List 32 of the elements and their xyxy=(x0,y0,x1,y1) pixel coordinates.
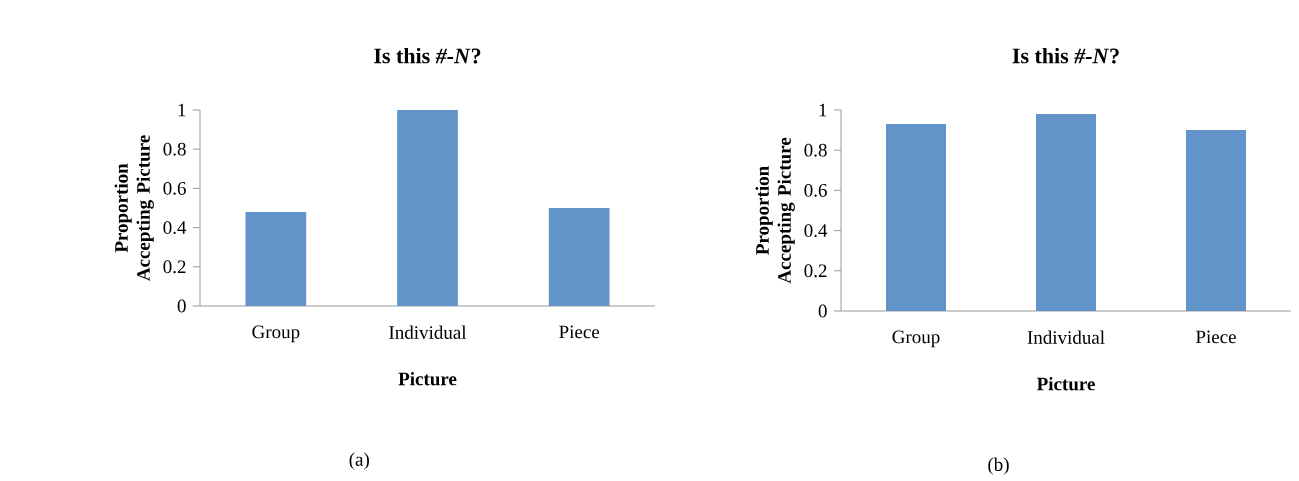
y-tick-label: 0.8 xyxy=(804,143,827,157)
y-tick-label: 0 xyxy=(818,304,827,318)
y-tick-label: 0.2 xyxy=(163,260,186,274)
x-tick-label: Group xyxy=(892,330,940,348)
bar xyxy=(245,211,307,306)
x-tick-label: Individual xyxy=(389,325,467,339)
text: (b) xyxy=(988,457,1009,475)
bar xyxy=(1186,130,1246,311)
y-tick-label: 0.6 xyxy=(163,181,186,195)
y-axis-title: Proportion Accepting Picture xyxy=(114,135,154,281)
x-tick-label: Piece xyxy=(559,325,600,339)
chart-title: Is this #-N? xyxy=(374,47,481,64)
x-axis-title: Picture xyxy=(398,372,457,386)
y-tick-label: 0.6 xyxy=(804,183,827,197)
y-tick-label: 0.4 xyxy=(804,224,828,238)
x-tick-label: Piece xyxy=(1195,330,1236,344)
y-axis-title: Proportion Accepting Picture xyxy=(755,137,795,284)
x-tick-label: Group xyxy=(252,325,300,343)
x-tick-label: Individual xyxy=(1027,330,1105,344)
x-axis-title: Picture xyxy=(1036,377,1095,391)
bar xyxy=(1036,114,1096,311)
text: (a) xyxy=(349,452,369,470)
y-tick-label: 0 xyxy=(177,299,186,313)
chart-title: Is this #-N? xyxy=(1012,47,1119,64)
y-tick-label: 0.2 xyxy=(804,264,827,278)
y-tick-label: 1 xyxy=(819,103,827,117)
bar xyxy=(548,207,610,306)
y-tick-label: 1 xyxy=(178,103,186,117)
y-tick-label: 0.8 xyxy=(163,142,186,156)
bar xyxy=(397,109,458,306)
y-tick-label: 0.4 xyxy=(163,221,187,235)
bar xyxy=(886,124,946,311)
